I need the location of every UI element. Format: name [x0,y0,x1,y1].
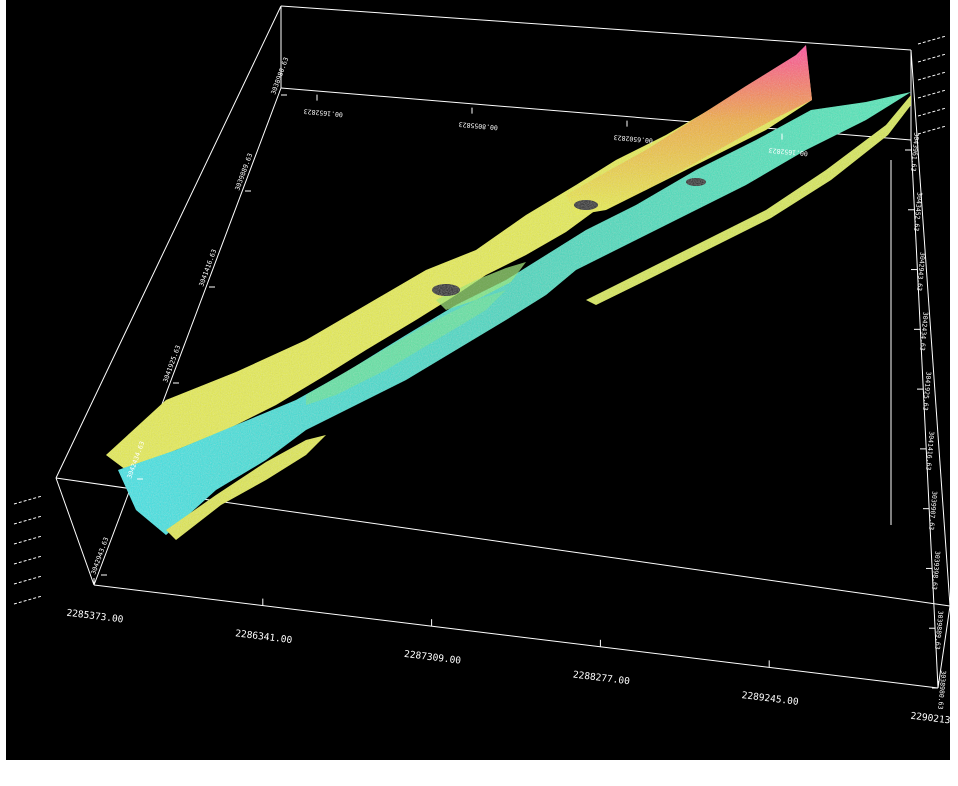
y-axis-ticks: 3043961.63 3043452.63 3042943.63 3042434.63… [905,132,948,710]
back-x-tick-label: 00.1652823 [768,146,808,157]
x-tick-label: 2286341.00 [235,628,293,646]
gap [686,178,706,186]
box-edge [910,139,939,689]
x-tick-label: 2285373.00 [66,608,124,626]
near-wall [166,435,326,540]
z-tick-mark-right [917,89,947,99]
box-edge [55,5,282,479]
y-tick-label: 3039398.63 [930,551,941,591]
high-ridge [566,45,812,215]
z-tick-mark-left [13,515,43,525]
z-axis-ticks-right [917,35,947,135]
surface-plot-viewport[interactable]: 2285373.00 2286341.00 2287309.00 2288277.00… [6,0,950,760]
back-x-axis-ticks: 00.1652823 00.8055823 00.6502823 00.1652823 [303,94,808,158]
z-axis-ticks-left [13,495,43,605]
right-rim [586,95,911,305]
left-ridge [106,48,812,470]
surface-plot: 2285373.00 2286341.00 2287309.00 2288277.00… [13,5,950,729]
z-tick-mark-left [13,495,43,505]
back-x-tick-label: 00.6502823 [613,133,653,144]
back-x-tick-label: 00.8055823 [458,120,498,131]
z-tick-mark-right [917,71,947,81]
z-tick-mark-right [917,53,947,63]
back-x-tick-label: 00.1652823 [303,107,343,118]
gap [432,284,460,296]
z-tick-mark-left [13,595,43,605]
z-tick-mark-left [13,555,43,565]
y-tick-label: 3039889.63 [933,610,944,650]
x-tick-label: 2287309.00 [403,649,461,667]
z-tick-mark-right [917,35,947,45]
box-edge [93,584,939,689]
x-axis-ticks: 2285373.00 2286341.00 2287309.00 2288277.00… [66,578,950,729]
floor-patch [306,290,506,405]
x-tick-label: 2289245.00 [741,690,799,708]
y-tick-label: 3039907.63 [927,491,938,531]
y-tick-label: 3041416.63 [924,431,935,471]
box-edge [937,605,950,689]
gap [574,200,598,210]
y-tick-label: 3043961.63 [909,132,920,172]
bounding-box [55,5,950,689]
z-tick-mark-left [13,575,43,585]
y-tick-label: 3042434.63 [918,311,929,351]
box-edge [280,5,912,51]
box-edge [93,87,282,586]
z-tick-mark-right [917,125,947,135]
y-tick-label: 3043452.63 [912,192,923,232]
box-edge [55,477,95,586]
bathymetry-surface [106,45,911,540]
y-tick-label: 3041925.63 [921,371,932,411]
z-tick-mark-left [13,535,43,545]
canyon-floor [118,92,911,535]
box-edge [910,49,950,607]
y-tick-label: 3042943.63 [915,252,926,292]
x-tick-label: 2288277.00 [572,669,630,687]
y-tick-label: 3038980.63 [936,670,947,710]
x-tick-label: 2290213.00 [910,711,950,729]
z-tick-mark-right [917,107,947,117]
floor-patch [436,262,526,310]
